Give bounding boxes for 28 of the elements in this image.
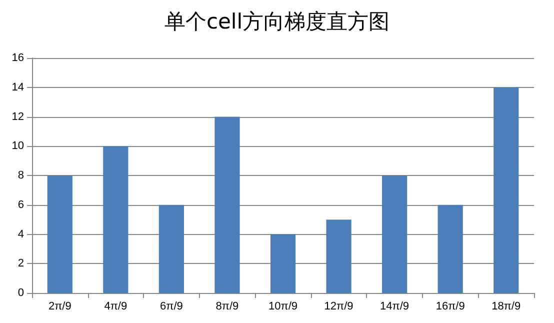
bar <box>438 204 463 293</box>
y-tick-label: 10 <box>12 140 24 152</box>
y-tick-label: 2 <box>18 258 24 270</box>
x-tick-label: 16π/9 <box>436 300 465 312</box>
x-tick-label: 18π/9 <box>492 300 521 312</box>
bar <box>494 87 519 293</box>
bar <box>103 146 128 293</box>
y-tick-label: 8 <box>18 170 24 182</box>
bar <box>382 176 408 293</box>
x-tick-label: 10π/9 <box>268 300 298 312</box>
y-tick-label: 4 <box>18 228 24 240</box>
x-tick-label: 8π/9 <box>216 300 239 312</box>
bar <box>270 234 296 293</box>
bar <box>326 220 352 293</box>
y-tick-label: 6 <box>18 198 24 211</box>
x-tick-label: 4π/9 <box>104 300 128 312</box>
x-tick-label: 2π/9 <box>48 300 72 312</box>
y-tick-label: 0 <box>18 287 24 299</box>
y-tick-label: 12 <box>12 110 24 123</box>
bar <box>47 176 72 293</box>
x-tick-label: 12π/9 <box>324 300 354 312</box>
x-tick-label: 6π/9 <box>160 300 183 312</box>
y-tick-label: 14 <box>12 81 24 94</box>
bar <box>214 116 240 293</box>
bar <box>158 204 184 293</box>
y-tick-label: 16 <box>12 52 24 64</box>
x-tick-label: 14π/9 <box>380 300 410 312</box>
chart-title: 单个cell方向梯度直方图 <box>164 10 390 34</box>
